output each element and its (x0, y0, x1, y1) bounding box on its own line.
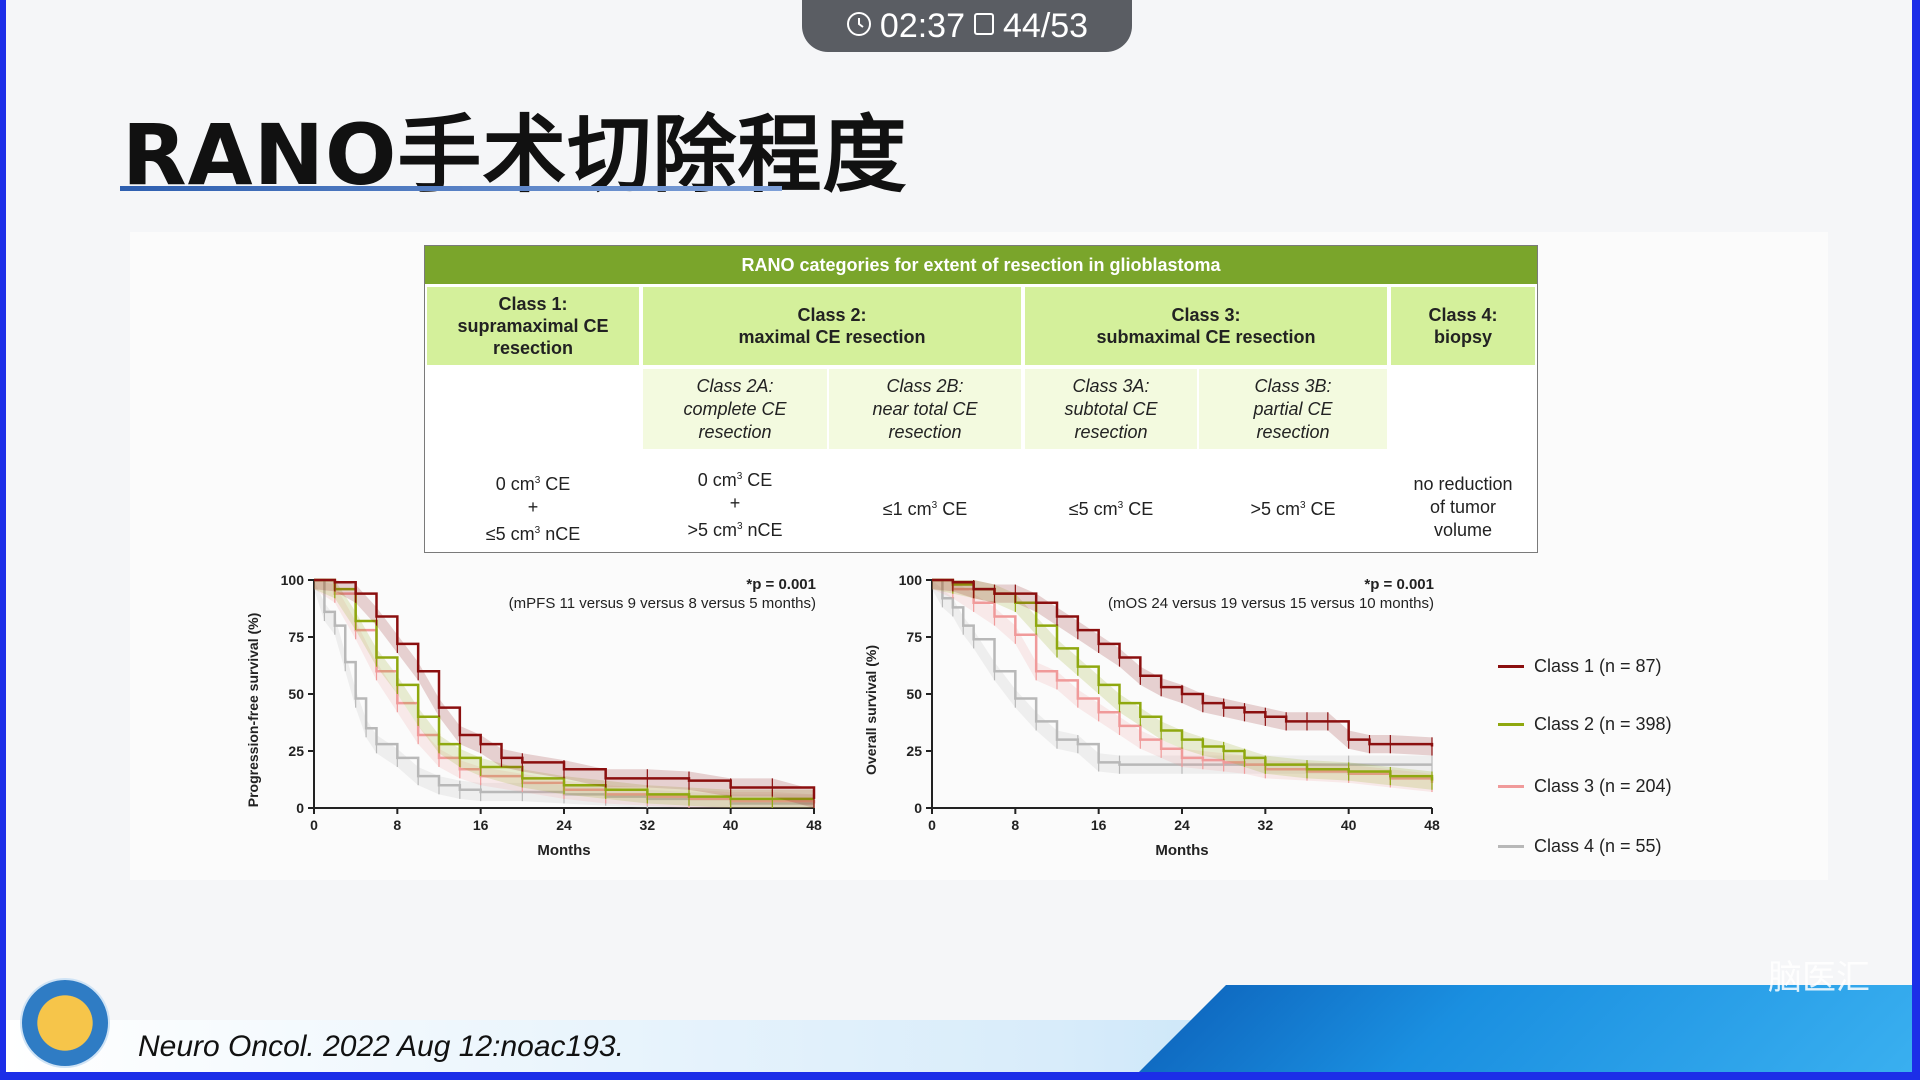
class-3b-criteria: >5 cm3 CE (1250, 498, 1336, 519)
slide-icon (973, 7, 995, 46)
watermark-logo: 脑医汇 (1768, 959, 1870, 997)
pfs-y-axis-label: Progression-free survival (%) (245, 613, 261, 808)
os-x-tick-label: 24 (1174, 817, 1190, 833)
title-underline (120, 186, 782, 191)
os-median-note: (mOS 24 versus 19 versus 15 versus 10 mo… (1108, 595, 1434, 612)
os-x-tick-label: 8 (1011, 817, 1019, 833)
class-1-header: Class 1: supramaximal CE resection (427, 287, 639, 365)
pfs-x-tick-label: 16 (473, 817, 489, 833)
os-kaplan-meier-chart: 0 25 50 75 100 0 8 16 24 32 40 48 Overall survival … (863, 572, 1440, 859)
pfs-x-tick-label: 0 (310, 817, 318, 833)
class-3-header: Class 3: submaximal CE resection (1025, 287, 1387, 365)
pfs-y-tick-label: 0 (296, 800, 304, 816)
pfs-y-tick-label: 75 (288, 629, 304, 645)
legend-item-class-2: Class 2 (n = 398) (1498, 714, 1672, 735)
clock-icon (846, 7, 872, 46)
pfs-y-tick-label: 100 (281, 572, 305, 588)
class-3a-subheader: Class 3A: subtotal CE resection (1025, 369, 1197, 449)
class-4-criteria: no reduction of tumor volume (1413, 473, 1513, 540)
pfs-p-value: *p = 0.001 (746, 576, 816, 593)
os-y-axis-label: Overall survival (%) (863, 645, 879, 775)
slide-counter: 44/53 (1003, 6, 1089, 45)
presentation-status-bar: 02:37 44/53 (802, 0, 1132, 52)
pfs-kaplan-meier-chart: 0 25 50 75 100 0 8 16 24 32 40 48 Progression-free … (245, 572, 822, 859)
pfs-x-axis-label: Months (537, 842, 590, 859)
os-y-tick-label: 75 (906, 629, 922, 645)
class-2a-criteria: 0 cm3 CE + >5 cm3 nCE (687, 469, 783, 540)
os-y-tick-label: 0 (914, 800, 922, 816)
legend-item-class-4: Class 4 (n = 55) (1498, 836, 1662, 857)
pfs-x-tick-label: 32 (640, 817, 656, 833)
class-2b-criteria: ≤1 cm3 CE (882, 498, 968, 519)
pfs-x-tick-label: 24 (556, 817, 572, 833)
rano-categories-table: RANO categories for extent of resection … (424, 245, 1538, 553)
slide-frame: 02:37 44/53 RANO手术切除程度 RANO categories f… (6, 0, 1912, 1072)
os-x-tick-label: 40 (1341, 817, 1357, 833)
os-x-tick-label: 48 (1424, 817, 1440, 833)
pfs-x-tick-label: 48 (806, 817, 822, 833)
citation-text: Neuro Oncol. 2022 Aug 12:noac193. (138, 1030, 624, 1063)
footer-decoration (1136, 985, 1912, 1072)
pfs-x-tick-label: 8 (393, 817, 401, 833)
elapsed-time: 02:37 (879, 6, 965, 45)
legend-item-class-3: Class 3 (n = 204) (1498, 776, 1672, 797)
class-2b-subheader: Class 2B: near total CE resection (829, 369, 1021, 449)
os-y-tick-label: 25 (906, 743, 922, 759)
class-4-header: Class 4: biopsy (1391, 287, 1535, 365)
os-x-tick-label: 32 (1258, 817, 1274, 833)
pfs-median-note: (mPFS 11 versus 9 versus 8 versus 5 mont… (509, 595, 816, 612)
os-x-tick-label: 16 (1091, 817, 1107, 833)
os-p-value: *p = 0.001 (1364, 576, 1434, 593)
class-2-header: Class 2: maximal CE resection (643, 287, 1021, 365)
class-2a-subheader: Class 2A: complete CE resection (643, 369, 827, 449)
class-3a-criteria: ≤5 cm3 CE (1068, 498, 1154, 519)
class-3b-subheader: Class 3B: partial CE resection (1199, 369, 1387, 449)
pfs-y-tick-label: 25 (288, 743, 304, 759)
table-header: RANO categories for extent of resection … (425, 246, 1537, 284)
pfs-y-tick-label: 50 (288, 686, 304, 702)
os-y-tick-label: 50 (906, 686, 922, 702)
legend-item-class-1: Class 1 (n = 87) (1498, 656, 1662, 677)
os-x-tick-label: 0 (928, 817, 936, 833)
os-x-axis-label: Months (1155, 842, 1208, 859)
hospital-logo-icon (20, 978, 110, 1068)
pfs-x-tick-label: 40 (723, 817, 739, 833)
os-y-tick-label: 100 (899, 572, 923, 588)
class-1-criteria: 0 cm3 CE + ≤5 cm3 nCE (485, 473, 581, 544)
